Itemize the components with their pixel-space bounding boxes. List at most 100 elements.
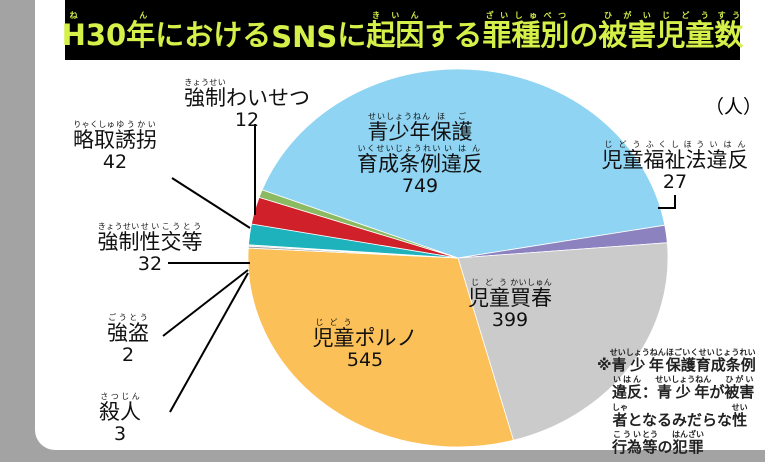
slice-label: 青少年せいしょうねん保護ほご 育成条例いくせいじょうれい違反いはん 749 — [357, 112, 483, 198]
label-line: 児童じどうポルノ — [313, 318, 418, 350]
ruby: H30年ねん — [62, 11, 156, 54]
ruby-text: はんざい — [672, 429, 705, 439]
ruby-text: じどう — [312, 318, 355, 327]
ruby-text: とう — [642, 429, 659, 439]
ruby: 略取りゃくしゅ — [73, 120, 115, 152]
ruby-text: ひがい — [724, 375, 755, 385]
text: ： — [642, 383, 658, 402]
text: の — [569, 18, 599, 52]
ruby-base: 児童 — [468, 286, 510, 310]
ruby: 青少年せいしょうねん — [655, 375, 711, 401]
ruby-text: じどう — [601, 140, 644, 149]
slice-label: 児童じどう福祉法ふくしほう違反いはん 27 — [602, 140, 749, 194]
ruby-base: 違反 — [612, 383, 643, 402]
ruby-text: すう — [714, 11, 744, 20]
ruby-base: 被害 — [724, 383, 755, 402]
ruby-base: 違反 — [441, 152, 483, 177]
ruby-text: こうい — [612, 429, 643, 439]
ruby-base: 行為 — [612, 437, 643, 456]
value-label: 32 — [137, 253, 163, 276]
note-line: 行為こうい等とうの犯罪はんざい — [597, 430, 756, 457]
ruby: 福祉法ふくしほう — [643, 140, 707, 172]
value-label: 749 — [401, 175, 439, 198]
ruby: 数すう — [714, 11, 743, 54]
ruby-base: 児童 — [312, 326, 355, 350]
ruby-base: 青少年 — [367, 120, 431, 144]
ruby-text: きょうせい — [184, 78, 226, 87]
ruby-base: 者 — [612, 410, 628, 429]
ruby-text: いはん — [441, 144, 483, 154]
slice-label: 殺人さつじん 3 — [99, 392, 141, 446]
slice-label: 児童じどうポルノ 545 — [313, 318, 418, 372]
ruby-base: 等 — [642, 437, 658, 456]
text: に — [337, 18, 367, 52]
pie-slice — [258, 189, 459, 259]
ruby-base: 起因 — [366, 18, 425, 52]
ruby: 起因きいん — [366, 11, 424, 54]
value-label: 27 — [662, 171, 688, 194]
ruby: 児童じどう — [312, 318, 355, 350]
ruby: 行為こうい — [612, 430, 643, 456]
ruby: 性交等せいこうとう — [139, 222, 203, 254]
ruby-text: じどう — [468, 278, 510, 287]
ruby-text: せいしょうねん — [655, 375, 712, 385]
ruby-base: 性交等 — [139, 230, 203, 254]
ruby-text: いはん — [612, 375, 643, 385]
label-line: 強制きょうせい性交等せいこうとう — [98, 222, 203, 254]
ruby-text: ねん — [61, 11, 156, 20]
ruby: 強盗ごうとう — [107, 313, 149, 345]
value-label: 399 — [491, 309, 529, 332]
ruby-base: 育成条例 — [357, 152, 441, 177]
ruby: 買春かいしゅん — [510, 278, 552, 310]
text: となるみだらな — [627, 410, 733, 429]
ruby-base: 買春 — [510, 286, 552, 310]
leader-line — [658, 195, 676, 209]
label-line: 青少年せいしょうねん保護ほご — [357, 112, 483, 144]
ruby-base: 罪種別 — [482, 18, 570, 52]
text: する — [424, 18, 483, 52]
ruby: 保護育成条例ほごいくせいじょうれい — [665, 348, 756, 374]
value-label: 545 — [346, 349, 384, 372]
ruby-text: ほごいくせいじょうれい — [665, 348, 756, 357]
ruby: 違反いはん — [612, 375, 643, 402]
pie-slice — [247, 247, 514, 448]
ruby-base: 略取 — [73, 128, 115, 152]
ruby: 児童じどう — [656, 11, 714, 54]
text: の — [657, 437, 673, 456]
note-line: 違反いはん：青少年せいしょうねんが被害ひがい — [597, 375, 756, 402]
ruby-base: 数 — [714, 18, 744, 52]
ruby-text: いはん — [706, 140, 749, 149]
text: が — [709, 383, 725, 402]
slice-label: 強制きょうせい性交等せいこうとう 32 — [98, 222, 203, 276]
ruby: 青少年せいしょうねん — [367, 112, 431, 144]
ruby-base: 保護育成条例 — [665, 356, 756, 374]
slice-label: 強制きょうせいわいせつ 12 — [184, 78, 310, 132]
ruby-base: 強盗 — [107, 321, 149, 345]
ruby-base: 犯罪 — [672, 437, 705, 456]
ruby-text: かいしゅん — [510, 278, 552, 287]
ruby-text: いくせいじょうれい — [357, 144, 441, 154]
ruby-base: H30年 — [61, 18, 156, 52]
leader-line — [171, 177, 251, 229]
ruby-base: 保護 — [430, 120, 473, 144]
note-line: ※青少年せいしょうねん保護育成条例ほごいくせいじょうれい — [597, 348, 756, 375]
ruby: 違反いはん — [441, 144, 483, 177]
ruby-base: 強制 — [97, 230, 140, 254]
value-label: 42 — [102, 151, 128, 174]
ruby-base: 福祉法 — [643, 148, 707, 172]
ruby: 児童じどう — [601, 140, 644, 172]
label-line: 児童じどう福祉法ふくしほう違反いはん — [602, 140, 749, 172]
ruby: 児童じどう — [468, 278, 510, 310]
note: ※青少年せいしょうねん保護育成条例ほごいくせいじょうれい 違反いはん：青少年せいし… — [597, 348, 756, 457]
ruby-text: ごうとう — [107, 313, 149, 322]
text: ポルノ — [354, 326, 418, 350]
label-line: 強制きょうせいわいせつ — [184, 78, 310, 110]
slice-label: 略取りゃくしゅ誘拐ゆうかい 42 — [73, 120, 157, 174]
ruby-base: 違反 — [706, 148, 749, 172]
value-label: 3 — [113, 423, 127, 446]
value-label: 2 — [121, 344, 135, 367]
ruby-text: せい — [731, 402, 748, 412]
ruby-base: 児童 — [601, 148, 644, 172]
ruby-text: しゃ — [612, 402, 628, 412]
ruby-base: 児童 — [656, 18, 715, 52]
